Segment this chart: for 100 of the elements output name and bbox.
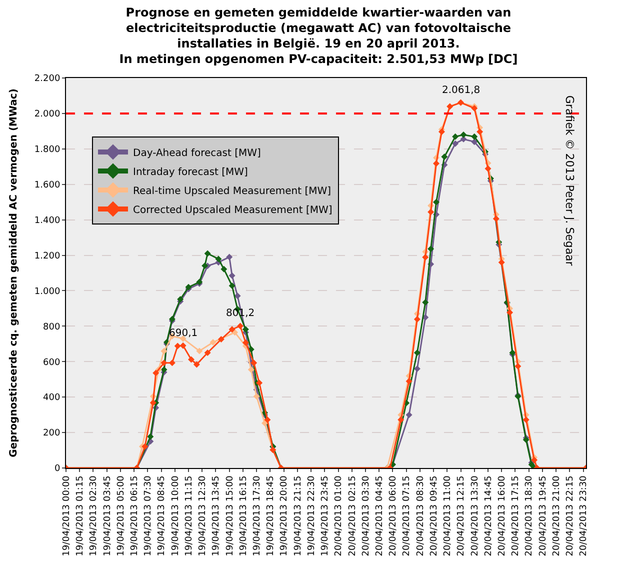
legend-label: Day-Ahead forecast [MW]	[133, 148, 261, 159]
x-tick-label: 19/04/2013 17:30	[252, 475, 263, 556]
point	[193, 361, 200, 368]
x-tick-label: 20/04/2013 22:15	[566, 476, 576, 556]
point	[234, 292, 241, 300]
point	[414, 350, 420, 356]
point	[228, 282, 236, 290]
point	[433, 160, 440, 167]
x-tick-label: 20/04/2013 03:30	[361, 475, 372, 556]
legend-label: Real-time Upscaled Measurement [MW]	[133, 186, 332, 197]
point	[460, 131, 467, 138]
point	[441, 153, 448, 160]
point	[188, 356, 194, 363]
point	[160, 366, 168, 373]
y-tick-label: 2.200	[34, 74, 60, 84]
point	[253, 393, 260, 400]
point	[210, 339, 216, 346]
y-tick-label: 200	[43, 428, 60, 439]
x-tick-label: 19/04/2013 05:00	[116, 475, 126, 556]
x-tick-label: 19/04/2013 02:30	[89, 475, 100, 556]
x-tick-label: 20/04/2013 23:30	[579, 475, 590, 556]
point	[471, 138, 478, 146]
y-tick-label: 600	[43, 358, 60, 368]
x-tick-label: 19/04/2013 11:15	[184, 476, 194, 556]
x-tick-label: 20/04/2013 01:00	[334, 475, 344, 556]
point	[226, 254, 233, 260]
x-tick-label: 19/04/2013 21:15	[293, 476, 304, 556]
point	[228, 272, 236, 279]
x-tick-label: 20/04/2013 06:00	[388, 475, 399, 556]
x-tick-label: 19/04/2013 16:15	[238, 476, 249, 556]
point	[398, 416, 404, 424]
y-tick-label: 1.000	[34, 286, 60, 297]
x-tick-label: 20/04/2013 19:45	[538, 476, 548, 556]
y-tick-label: 0	[54, 464, 60, 474]
point	[204, 350, 211, 356]
x-tick-label: 19/04/2013 00:00	[62, 475, 72, 556]
point	[471, 133, 478, 140]
x-tick-label: 20/04/2013 13:30	[470, 475, 480, 556]
x-tick-label: 20/04/2013 07:15	[402, 476, 412, 556]
point	[218, 336, 224, 343]
x-tick-label: 19/04/2013 20:00	[280, 475, 290, 556]
point	[177, 296, 184, 302]
point	[256, 380, 263, 386]
point	[484, 165, 492, 172]
point	[180, 342, 186, 349]
x-tick-label: 19/04/2013 01:15	[76, 476, 86, 556]
point	[242, 339, 249, 346]
x-tick-label: 19/04/2013 03:45	[102, 476, 113, 556]
point	[531, 456, 538, 464]
x-tick-label: 20/04/2013 21:00	[552, 475, 562, 556]
annotation: 2.061,8	[442, 85, 480, 96]
point	[522, 416, 530, 424]
point	[215, 256, 222, 262]
x-tick-label: 20/04/2013 18:30	[524, 475, 535, 556]
point	[506, 309, 514, 316]
point	[202, 262, 208, 269]
point	[160, 360, 168, 366]
point	[174, 342, 181, 350]
x-tick-label: 20/04/2013 17:15	[511, 476, 522, 556]
point	[406, 412, 412, 418]
x-tick-label: 20/04/2013 14:45	[484, 476, 494, 556]
point	[422, 299, 429, 306]
y-tick-label: 2.000	[34, 110, 60, 120]
point	[236, 322, 244, 330]
y-axis-title: Geprognosticeerde cq. gemeten gemiddeld AC vermogen (MWac)	[8, 88, 20, 458]
x-tick-label: 20/04/2013 09:45	[429, 476, 440, 556]
x-tick-label: 20/04/2013 08:30	[416, 475, 426, 556]
y-tick-label: 1.800	[34, 145, 60, 156]
point	[228, 326, 236, 333]
point	[414, 316, 420, 323]
point	[406, 378, 412, 385]
point	[492, 216, 500, 222]
point	[428, 208, 434, 216]
legend-label: Intraday forecast [MW]	[133, 166, 248, 178]
point	[422, 254, 429, 260]
x-tick-label: 19/04/2013 23:45	[320, 476, 331, 556]
point	[498, 259, 505, 266]
x-tick-label: 19/04/2013 13:45	[212, 476, 222, 556]
y-tick-label: 400	[43, 393, 60, 404]
x-tick-label: 20/04/2013 04:45	[375, 476, 386, 556]
annotation: 690,1	[169, 328, 198, 339]
chart-title: Prognose en gemeten gemiddelde kwartier-waarden van electriciteitsproductie (megawatt AC) van fotovoltaische installaties in België. 19 en 20 april 2013. In metingen opgenomen PV-capaciteit: 2.501,53 MWp [DC]	[119, 5, 518, 66]
point	[433, 198, 440, 206]
point	[204, 250, 211, 257]
y-tick-label: 800	[43, 322, 60, 332]
point	[147, 433, 154, 440]
x-tick-label: 19/04/2013 08:45	[157, 476, 168, 556]
x-tick-label: 19/04/2013 06:15	[130, 476, 140, 556]
point	[264, 416, 271, 424]
point	[150, 400, 156, 406]
point	[160, 348, 168, 354]
x-tick-label: 20/04/2013 02:15	[348, 476, 358, 556]
x-tick-label: 19/04/2013 12:30	[198, 475, 208, 556]
x-tick-label: 19/04/2013 22:30	[306, 475, 317, 556]
annotation: Grafiek © 2013 Peter J. Segaar	[562, 95, 576, 266]
x-tick-label: 19/04/2013 10:00	[170, 475, 181, 556]
point	[414, 365, 420, 372]
point	[476, 128, 484, 135]
x-tick-label: 19/04/2013 18:45	[266, 476, 276, 556]
point	[452, 133, 459, 140]
